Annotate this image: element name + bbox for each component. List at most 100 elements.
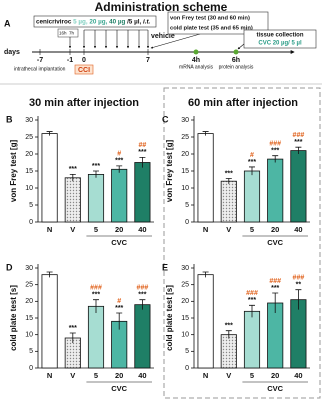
error-bar: [93, 299, 99, 313]
y-tick-label: 5: [29, 348, 33, 355]
x-tick-label: 5: [250, 225, 254, 234]
group-label: CVC: [267, 384, 283, 393]
day: 0: [82, 57, 86, 64]
x-tick-label: V: [70, 371, 75, 380]
significance: ***: [69, 325, 77, 332]
error-bar: [69, 332, 76, 343]
bar: [87, 305, 105, 369]
y-tick-label: 10: [181, 332, 189, 339]
y-tick-label: 10: [25, 185, 33, 192]
implantation: intrathecal implantation: [14, 66, 66, 72]
bar: [220, 180, 237, 223]
panel-letter: A: [4, 18, 11, 28]
bar: [41, 274, 58, 369]
y-tick-label: 20: [181, 298, 189, 305]
error-bar: [116, 165, 123, 173]
route: i.t.: [143, 18, 151, 25]
y-axis-label: von Frey test [g]: [9, 140, 18, 203]
significance-vs-vehicle: ###: [246, 290, 258, 297]
y-axis-label: cold plate test [s]: [165, 285, 174, 351]
y-tick-label: 25: [25, 282, 33, 289]
cci: CCI: [78, 67, 90, 74]
significance-vs-vehicle: ###: [293, 132, 305, 139]
day: -1: [67, 57, 73, 64]
bar: [64, 177, 81, 223]
significance-vs-vehicle: ###: [293, 275, 305, 282]
y-tick-label: 30: [181, 117, 189, 124]
significance-vs-vehicle: ###: [269, 141, 281, 148]
significance-vs-vehicle: #: [117, 151, 121, 158]
y-tick-label: 25: [25, 134, 33, 141]
y-tick-label: 30: [25, 117, 33, 124]
y-tick-label: 10: [181, 185, 189, 192]
section-title: 30 min after injection: [29, 97, 139, 109]
day-ticks: [39, 49, 149, 55]
significance-vs-vehicle: #: [250, 152, 254, 159]
significance: ***: [69, 166, 77, 173]
collection-dose: CVC 20 µg/ 5 µl: [258, 41, 302, 47]
section-title: 60 min after injection: [188, 97, 298, 109]
y-tick-label: 15: [25, 168, 33, 175]
drug-box: [33, 15, 157, 28]
y-tick-label: 20: [181, 151, 189, 158]
time-dot: [193, 49, 199, 55]
x-tick-label: N: [47, 371, 52, 380]
x-tick-label: V: [226, 371, 231, 380]
scheme-title: Administration scheme: [95, 0, 228, 14]
x-tick-label: 20: [271, 371, 279, 380]
panel-letter: D: [6, 262, 13, 272]
test: cold plate test (35 and 65 min): [170, 26, 253, 32]
significance: ***: [138, 292, 146, 299]
cci-box: [74, 64, 94, 75]
arrow: [237, 43, 245, 50]
day: -7: [37, 57, 43, 64]
x-tick-label: N: [203, 225, 208, 234]
y-tick-label: 5: [185, 348, 189, 355]
significance: ***: [115, 305, 123, 312]
group-label: CVC: [111, 238, 127, 247]
error-bar: [116, 312, 123, 330]
error-bar: [295, 146, 302, 154]
bar: [220, 334, 237, 369]
y-tick-label: 5: [185, 202, 189, 209]
bar: [290, 299, 307, 369]
time-note: mRNA analysis: [179, 64, 213, 70]
error-bar: [139, 299, 146, 310]
error-bar: [46, 131, 53, 136]
significance-vs-vehicle: ###: [90, 285, 102, 292]
x-tick-label: 5: [250, 371, 254, 380]
time: 4h: [192, 57, 200, 64]
significance: ***: [271, 148, 279, 155]
x-tick-label: N: [47, 225, 52, 234]
error-bar: [225, 330, 232, 339]
error-bar: [249, 166, 255, 176]
y-tick-label: 15: [181, 168, 189, 175]
x-tick-label: N: [203, 371, 208, 380]
y-tick-label: 25: [181, 282, 189, 289]
significance-vs-vehicle: ###: [137, 285, 149, 292]
y-tick-label: 25: [181, 134, 189, 141]
error-bar: [295, 289, 302, 310]
x-tick-label: 40: [294, 225, 302, 234]
bar: [197, 274, 214, 369]
time-dot: [233, 49, 239, 55]
error-bar: [139, 157, 146, 168]
y-tick-label: 0: [29, 365, 33, 372]
y-tick-label: 0: [185, 219, 189, 226]
timer: 7h: [69, 31, 75, 36]
drug: cenicriviroc: [36, 18, 72, 25]
y-tick-label: 20: [25, 151, 33, 158]
significance: ***: [225, 170, 233, 177]
test: von Frey test (30 and 60 min): [170, 16, 250, 22]
bar: [41, 133, 58, 223]
error-bar: [202, 131, 209, 136]
panel-letter: B: [6, 114, 13, 124]
x-tick-label: 40: [138, 225, 146, 234]
drug-text: cenicriviroc 5 µg, 20 µg, 40 µg /5 µl, i…: [36, 18, 151, 25]
significance: **: [296, 282, 302, 289]
x-tick-label: 20: [271, 225, 279, 234]
y-tick-label: 5: [29, 202, 33, 209]
x-tick-label: 5: [94, 371, 98, 380]
bar: [290, 150, 307, 223]
x-tick-label: 40: [294, 371, 302, 380]
